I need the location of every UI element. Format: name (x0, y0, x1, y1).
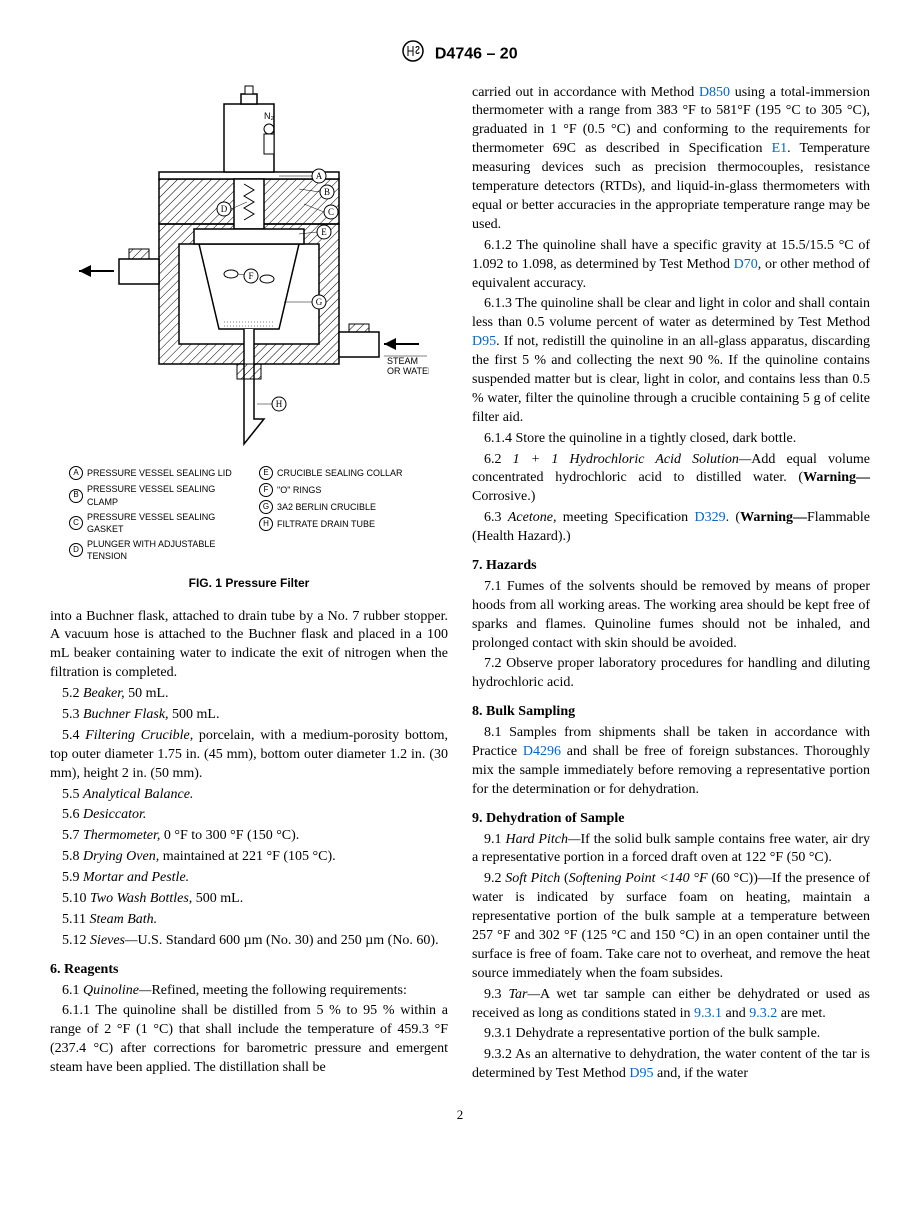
steam-label-1: STEAM (387, 356, 418, 366)
document-header: D4746 – 20 (50, 40, 870, 69)
para-6-1-3: 6.1.3 The quinoline shall be clear and l… (472, 295, 870, 427)
para-6-3: 6.3 Acetone, meeting Specification D329.… (472, 509, 870, 547)
designation: D4746 – 20 (435, 46, 518, 63)
link-e1[interactable]: E1 (772, 141, 788, 156)
pressure-filter-diagram: N₂ (69, 84, 429, 454)
para-9-3-2: 9.3.2 As an alternative to dehydration, … (472, 1046, 870, 1084)
para-7-2: 7.2 Observe proper laboratory procedures… (472, 655, 870, 693)
legend-item: DPLUNGER WITH ADJUSTABLE TENSION (69, 538, 239, 562)
section-6-heading: 6. Reagents (50, 961, 448, 980)
link-9-3-1[interactable]: 9.3.1 (694, 1006, 722, 1021)
link-d70[interactable]: D70 (734, 257, 758, 272)
n2-label: N₂ (264, 111, 274, 121)
right-column: carried out in accordance with Method D8… (472, 84, 870, 1087)
svg-text:F: F (248, 271, 253, 281)
para-8-1: 8.1 Samples from shipments shall be take… (472, 724, 870, 800)
para-5-11: 5.11 Steam Bath. (50, 911, 448, 930)
steam-label-2: OR WATER (387, 366, 429, 376)
section-9-heading: 9. Dehydration of Sample (472, 810, 870, 829)
para-9-3-1: 9.3.1 Dehydrate a representative portion… (472, 1025, 870, 1044)
para-9-3: 9.3 Tar—A wet tar sample can either be d… (472, 986, 870, 1024)
para-6-1: 6.1 Quinoline—Refined, meeting the follo… (50, 982, 448, 1001)
para-6-1-2: 6.1.2 The quinoline shall have a specifi… (472, 237, 870, 294)
para-6-2: 6.2 1 + 1 Hydrochloric Acid Solution—Add… (472, 451, 870, 508)
legend-item: CPRESSURE VESSEL SEALING GASKET (69, 511, 239, 535)
figure-legend: APRESSURE VESSEL SEALING LID BPRESSURE V… (69, 466, 429, 565)
link-d95-b[interactable]: D95 (629, 1066, 653, 1081)
legend-item: APRESSURE VESSEL SEALING LID (69, 466, 239, 480)
para-5-9: 5.9 Mortar and Pestle. (50, 869, 448, 888)
para-5-7: 5.7 Thermometer, 0 °F to 300 °F (150 °C)… (50, 827, 448, 846)
svg-text:E: E (321, 227, 327, 237)
link-d4296[interactable]: D4296 (523, 744, 561, 759)
svg-text:C: C (328, 207, 334, 217)
para-9-1: 9.1 Hard Pitch—If the solid bulk sample … (472, 831, 870, 869)
para-6-1-4: 6.1.4 Store the quinoline in a tightly c… (472, 430, 870, 449)
legend-item: HFILTRATE DRAIN TUBE (259, 517, 429, 531)
para-7-1: 7.1 Fumes of the solvents should be remo… (472, 578, 870, 654)
para-5-10: 5.10 Two Wash Bottles, 500 mL. (50, 890, 448, 909)
para-5-3: 5.3 Buchner Flask, 500 mL. (50, 706, 448, 725)
svg-text:G: G (316, 297, 323, 307)
link-d95[interactable]: D95 (472, 334, 496, 349)
svg-text:B: B (324, 187, 330, 197)
section-8-heading: 8. Bulk Sampling (472, 703, 870, 722)
link-d329[interactable]: D329 (694, 510, 725, 525)
para-9-2: 9.2 Soft Pitch (Softening Point <140 °F … (472, 870, 870, 983)
svg-text:A: A (316, 171, 323, 181)
para-5-12: 5.12 Sieves—U.S. Standard 600 µm (No. 30… (50, 932, 448, 951)
left-column: N₂ (50, 84, 448, 1087)
para-5-2: 5.2 Beaker, 50 mL. (50, 685, 448, 704)
link-d850[interactable]: D850 (699, 85, 730, 100)
legend-item: ECRUCIBLE SEALING COLLAR (259, 466, 429, 480)
para-6-1-1-cont: carried out in accordance with Method D8… (472, 84, 870, 235)
legend-item: F"O" RINGS (259, 483, 429, 497)
para-5-4: 5.4 Filtering Crucible, porcelain, with … (50, 727, 448, 784)
legend-item: BPRESSURE VESSEL SEALING CLAMP (69, 483, 239, 507)
page-number: 2 (50, 1106, 870, 1124)
figure-1: N₂ (50, 84, 448, 592)
svg-text:H: H (276, 399, 283, 409)
para-6-1-1: 6.1.1 The quinoline shall be distilled f… (50, 1002, 448, 1078)
section-7-heading: 7. Hazards (472, 557, 870, 576)
para-5-8: 5.8 Drying Oven, maintained at 221 °F (1… (50, 848, 448, 867)
link-9-3-2[interactable]: 9.3.2 (749, 1006, 777, 1021)
figure-caption: FIG. 1 Pressure Filter (50, 575, 448, 591)
para-5-1-cont: into a Buchner flask, attached to drain … (50, 608, 448, 684)
para-5-6: 5.6 Desiccator. (50, 806, 448, 825)
svg-text:D: D (221, 204, 228, 214)
astm-logo-icon (402, 40, 424, 69)
legend-item: G3A2 BERLIN CRUCIBLE (259, 500, 429, 514)
para-5-5: 5.5 Analytical Balance. (50, 786, 448, 805)
